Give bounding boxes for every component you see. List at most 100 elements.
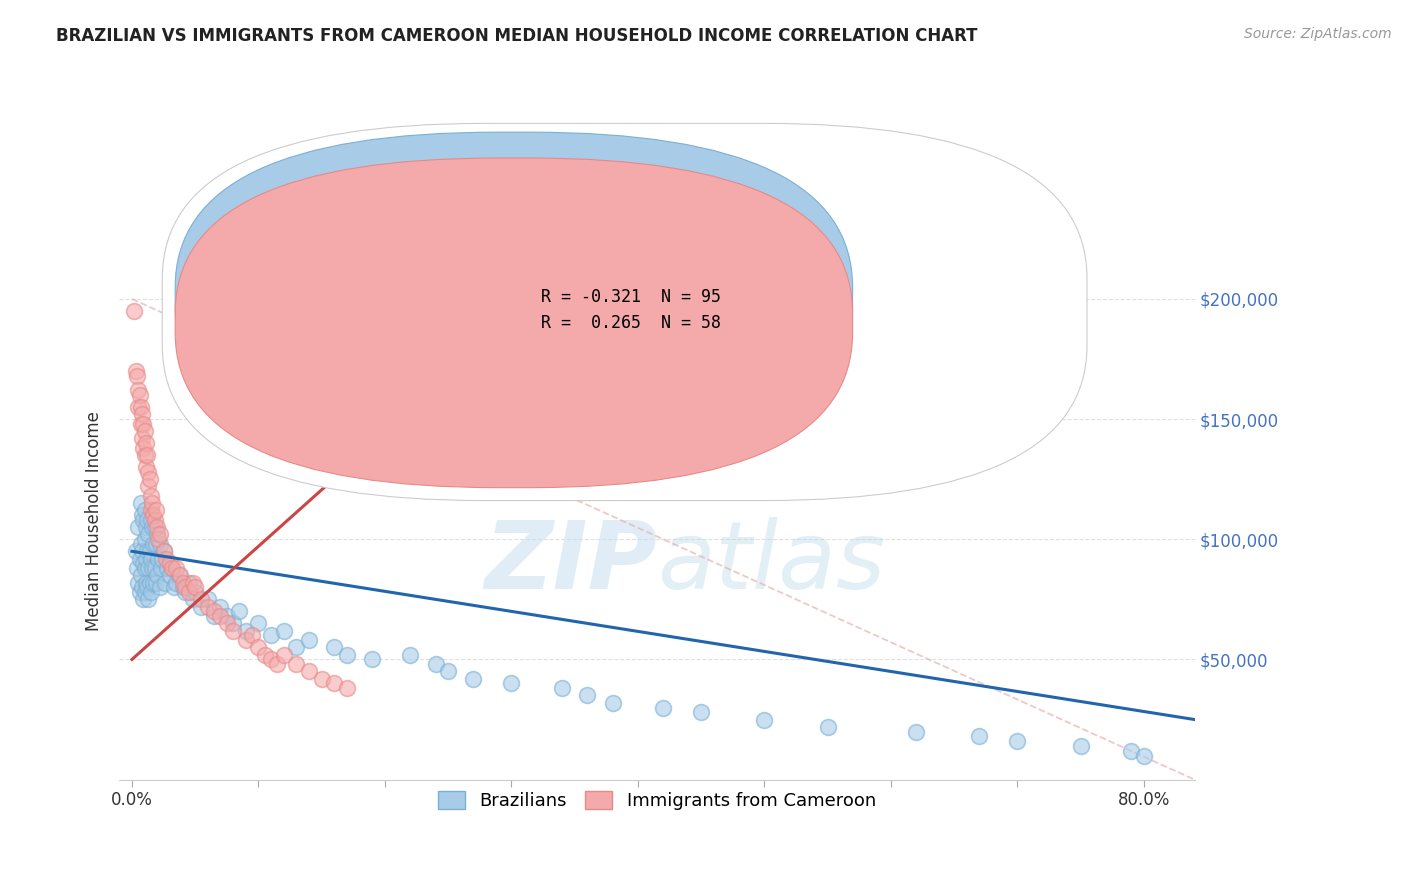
- FancyBboxPatch shape: [162, 123, 1087, 500]
- Point: [399, 648, 422, 662]
- Point: [905, 724, 928, 739]
- Point: [125, 368, 148, 383]
- Point: [247, 616, 270, 631]
- Point: [437, 665, 460, 679]
- Point: [134, 533, 156, 547]
- Point: [136, 448, 159, 462]
- Point: [127, 575, 149, 590]
- Point: [1133, 748, 1156, 763]
- Point: [128, 585, 150, 599]
- Point: [135, 575, 157, 590]
- Point: [125, 561, 148, 575]
- Legend: Brazilians, Immigrants from Cameroon: Brazilians, Immigrants from Cameroon: [430, 783, 883, 817]
- Point: [135, 551, 157, 566]
- Point: [202, 604, 225, 618]
- Point: [817, 720, 839, 734]
- Text: Source: ZipAtlas.com: Source: ZipAtlas.com: [1244, 27, 1392, 41]
- Point: [167, 568, 190, 582]
- Point: [253, 648, 276, 662]
- Point: [190, 592, 212, 607]
- Point: [125, 364, 148, 378]
- Point: [215, 616, 238, 631]
- Point: [132, 592, 155, 607]
- Point: [174, 580, 197, 594]
- Point: [273, 648, 295, 662]
- Point: [129, 496, 152, 510]
- Point: [143, 561, 166, 575]
- Point: [156, 561, 179, 575]
- Point: [190, 599, 212, 614]
- Point: [136, 580, 159, 594]
- Point: [209, 599, 232, 614]
- Point: [311, 672, 333, 686]
- Point: [153, 575, 176, 590]
- Point: [501, 676, 523, 690]
- Point: [165, 575, 187, 590]
- Point: [135, 520, 157, 534]
- Point: [138, 479, 160, 493]
- Point: [163, 580, 186, 594]
- Point: [184, 580, 207, 594]
- Point: [139, 551, 162, 566]
- Point: [551, 681, 574, 696]
- Point: [273, 624, 295, 638]
- Point: [172, 575, 194, 590]
- Point: [139, 489, 162, 503]
- Point: [125, 544, 148, 558]
- Text: ZIP: ZIP: [484, 516, 657, 608]
- Point: [145, 537, 167, 551]
- Point: [145, 575, 167, 590]
- Point: [754, 713, 776, 727]
- Point: [138, 544, 160, 558]
- Text: atlas: atlas: [657, 517, 886, 608]
- Point: [134, 448, 156, 462]
- Point: [159, 557, 181, 571]
- Point: [323, 640, 346, 655]
- Point: [139, 503, 162, 517]
- Point: [134, 424, 156, 438]
- Point: [209, 609, 232, 624]
- Point: [135, 460, 157, 475]
- Point: [298, 665, 321, 679]
- Point: [131, 407, 153, 421]
- Point: [139, 513, 162, 527]
- Point: [228, 604, 250, 618]
- Point: [425, 657, 447, 672]
- Point: [150, 551, 173, 566]
- Point: [652, 700, 675, 714]
- Point: [152, 544, 174, 558]
- Point: [142, 575, 165, 590]
- Point: [136, 513, 159, 527]
- Point: [155, 551, 177, 566]
- Point: [139, 585, 162, 599]
- Point: [143, 520, 166, 534]
- Point: [138, 472, 160, 486]
- Point: [145, 503, 167, 517]
- Point: [129, 417, 152, 431]
- Point: [184, 585, 207, 599]
- Point: [134, 503, 156, 517]
- Point: [132, 441, 155, 455]
- Point: [240, 628, 263, 642]
- Point: [146, 527, 169, 541]
- Point: [131, 508, 153, 523]
- Point: [129, 568, 152, 582]
- Point: [138, 592, 160, 607]
- Point: [138, 527, 160, 541]
- Point: [576, 689, 599, 703]
- Point: [131, 580, 153, 594]
- Point: [141, 561, 163, 575]
- Point: [134, 561, 156, 575]
- Point: [169, 568, 191, 582]
- Point: [132, 557, 155, 571]
- Point: [150, 561, 173, 575]
- Point: [129, 537, 152, 551]
- Point: [174, 585, 197, 599]
- Point: [969, 730, 991, 744]
- Point: [215, 609, 238, 624]
- Point: [132, 417, 155, 431]
- Point: [127, 400, 149, 414]
- Point: [148, 551, 170, 566]
- Point: [141, 496, 163, 510]
- Point: [149, 527, 172, 541]
